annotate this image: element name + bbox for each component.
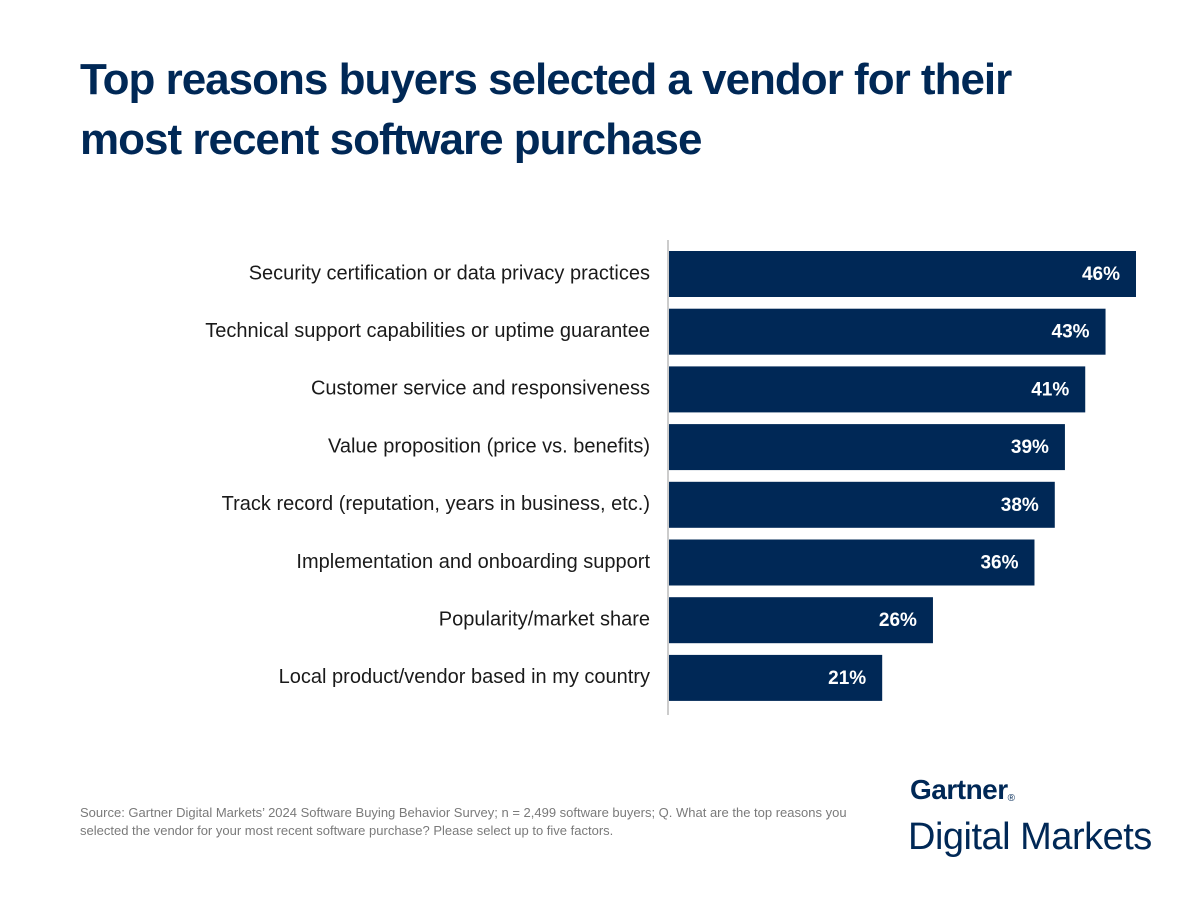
brand-subtitle: Digital Markets [908, 816, 1152, 858]
bar [669, 481, 1055, 528]
value-label: 43% [1052, 322, 1090, 343]
value-label: 21% [828, 668, 866, 689]
bar [669, 308, 1106, 355]
bar [669, 251, 1136, 297]
category-label: Technical support capabilities or uptime… [205, 320, 650, 342]
category-label: Value proposition (price vs. benefits) [328, 435, 650, 457]
value-label: 46% [1082, 264, 1120, 285]
bar [669, 539, 1035, 586]
bar [669, 654, 883, 701]
value-label: 41% [1031, 379, 1069, 400]
brand-name: Gartner [910, 774, 1008, 805]
category-label: Track record (reputation, years in busin… [222, 493, 650, 515]
brand-logo: Gartner® [910, 774, 1015, 806]
chart-title: Top reasons buyers selected a vendor for… [80, 55, 1012, 164]
bar [669, 597, 933, 644]
category-label: Customer service and responsiveness [311, 378, 650, 400]
source-note: Source: Gartner Digital Markets’ 2024 So… [80, 805, 847, 838]
bar [669, 424, 1065, 471]
value-label: 26% [879, 610, 917, 631]
brand-mark: ® [1007, 793, 1015, 804]
bar [669, 366, 1086, 413]
value-label: 36% [980, 553, 1018, 574]
value-label: 38% [1001, 495, 1039, 516]
category-label: Implementation and onboarding support [296, 551, 650, 573]
category-label: Local product/vendor based in my country [279, 666, 650, 688]
category-label: Popularity/market share [439, 608, 650, 630]
value-label: 39% [1011, 437, 1049, 458]
category-label: Security certification or data privacy p… [249, 262, 650, 284]
